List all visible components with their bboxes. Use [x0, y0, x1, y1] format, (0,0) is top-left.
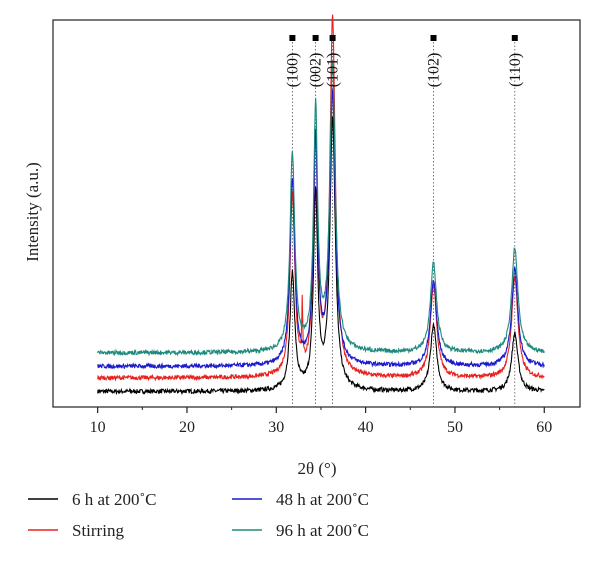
x-axis-ticks: 10 20 30 40 50 60	[90, 407, 552, 436]
peak-marker	[289, 35, 296, 41]
legend-entry: 48 h at 200˚C	[276, 490, 369, 509]
x-axis-label: 2θ (°)	[297, 459, 336, 478]
plot-area: (100) (002) (101) (102) (110) 10 20 30 40 50 60	[52, 14, 581, 436]
legend-entry: 6 h at 200˚C	[72, 490, 157, 509]
peak-marker	[312, 35, 319, 41]
x-tick-label: 40	[358, 419, 374, 436]
peak-label: (110)	[507, 53, 524, 87]
y-axis-label: Intensity (a.u.)	[23, 162, 42, 262]
peak-marker	[430, 35, 437, 41]
peak-label: (002)	[308, 53, 325, 88]
x-tick-label: 20	[179, 419, 195, 436]
series-line	[97, 116, 545, 396]
series-line	[97, 61, 545, 357]
legend-entry: 96 h at 200˚C	[276, 521, 369, 540]
series-line	[97, 14, 545, 382]
peak-label: (100)	[284, 53, 301, 88]
series-line	[97, 89, 545, 370]
plot-frame	[52, 19, 581, 408]
peak-label: (102)	[426, 53, 443, 88]
peak-label: (101)	[325, 53, 342, 88]
legend: 6 h at 200˚C Stirring 48 h at 200˚C 96 h at…	[28, 490, 369, 540]
peak-marker	[511, 35, 518, 41]
x-tick-label: 60	[536, 419, 552, 436]
x-tick-label: 50	[447, 419, 463, 436]
x-tick-label: 30	[268, 419, 284, 436]
series-layer	[97, 14, 545, 396]
peak-marker	[329, 35, 336, 41]
x-tick-label: 10	[90, 419, 106, 436]
legend-entry: Stirring	[72, 521, 124, 540]
peak-labels: (100) (002) (101) (102) (110)	[284, 35, 524, 88]
